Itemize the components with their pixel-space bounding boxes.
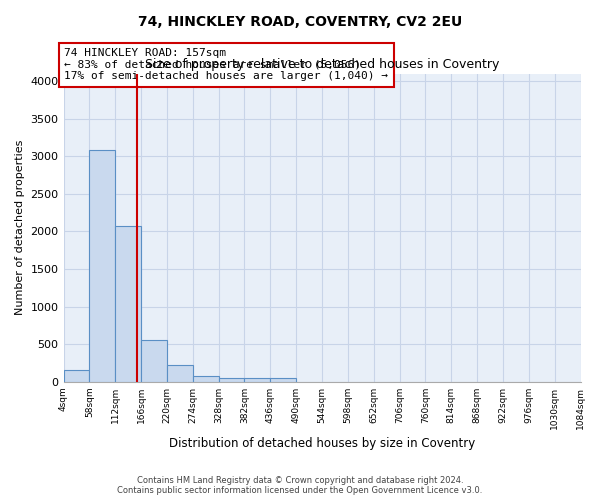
Bar bbox=[193, 376, 218, 382]
Y-axis label: Number of detached properties: Number of detached properties bbox=[15, 140, 25, 316]
Bar bbox=[64, 370, 89, 382]
Title: Size of property relative to detached houses in Coventry: Size of property relative to detached ho… bbox=[145, 58, 499, 71]
Text: Contains HM Land Registry data © Crown copyright and database right 2024.
Contai: Contains HM Land Registry data © Crown c… bbox=[118, 476, 482, 495]
Bar bbox=[115, 226, 141, 382]
Bar bbox=[244, 378, 271, 382]
Bar bbox=[167, 365, 193, 382]
Bar bbox=[218, 378, 244, 382]
Bar bbox=[89, 150, 115, 382]
Bar bbox=[271, 378, 296, 382]
Text: 74 HINCKLEY ROAD: 157sqm
← 83% of detached houses are smaller (5,056)
17% of sem: 74 HINCKLEY ROAD: 157sqm ← 83% of detach… bbox=[64, 48, 388, 82]
Text: 74, HINCKLEY ROAD, COVENTRY, CV2 2EU: 74, HINCKLEY ROAD, COVENTRY, CV2 2EU bbox=[138, 15, 462, 29]
X-axis label: Distribution of detached houses by size in Coventry: Distribution of detached houses by size … bbox=[169, 437, 475, 450]
Bar bbox=[141, 340, 167, 382]
